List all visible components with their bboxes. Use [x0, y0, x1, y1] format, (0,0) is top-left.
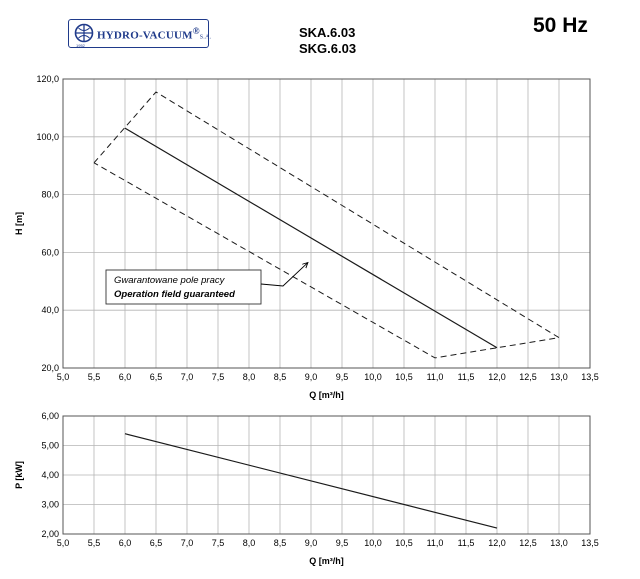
head-ytick-label: 20,0	[41, 363, 59, 373]
power-xtick-label: 13,5	[581, 538, 599, 548]
registered-mark: ®	[192, 26, 200, 36]
head-xaxis-label: Q [m³/h]	[309, 390, 344, 400]
head-xtick-label: 6,0	[119, 372, 132, 382]
head-xtick-label: 10,5	[395, 372, 413, 382]
head-ytick-label: 120,0	[36, 74, 59, 84]
head-ytick-label: 40,0	[41, 305, 59, 315]
head-xtick-label: 6,5	[150, 372, 163, 382]
annotation-text-en: Operation field guaranteed	[114, 289, 235, 300]
power-xtick-label: 8,0	[243, 538, 256, 548]
head-xtick-label: 7,5	[212, 372, 225, 382]
power-xtick-label: 6,5	[150, 538, 163, 548]
head-xtick-label: 8,5	[274, 372, 287, 382]
frequency-label: 50 Hz	[533, 14, 588, 37]
power-performance-curve	[124, 433, 498, 529]
power-xtick-label: 9,5	[336, 538, 349, 548]
hydro-vacuum-logo: HYDRO-VACUUM®S.A. 1952	[68, 19, 211, 48]
head-xtick-label: 12,5	[519, 372, 537, 382]
power-ytick-label: 2,00	[41, 529, 59, 539]
head-xtick-label: 7,0	[181, 372, 194, 382]
power-xtick-label: 5,0	[57, 538, 70, 548]
power-xaxis-label: Q [m³/h]	[309, 556, 344, 566]
head-xtick-label: 9,5	[336, 372, 349, 382]
power-xtick-label: 13,0	[550, 538, 568, 548]
power-ytick-label: 6,00	[41, 411, 59, 421]
logo-suffix: S.A.	[199, 34, 212, 41]
head-xtick-label: 11,5	[458, 372, 475, 382]
head-performance-curve	[124, 127, 498, 349]
head-ytick-label: 80,0	[41, 190, 59, 200]
head-operating-field-boundary	[93, 91, 561, 359]
head-flow-chart: 5,0 5,5 6,0 6,5 7,0 7,5 8,0 8,5 9,0 9,5 10,0 10,5 11…	[14, 74, 599, 400]
power-xtick-label: 6,0	[119, 538, 132, 548]
annotation-text-pl: Gwarantowane pole pracy	[114, 275, 226, 286]
power-xtick-label: 9,0	[305, 538, 318, 548]
head-xtick-label: 11,0	[427, 372, 444, 382]
head-plot-frame	[62, 78, 591, 369]
head-xtick-label: 8,0	[243, 372, 256, 382]
power-xtick-label: 10,0	[364, 538, 382, 548]
power-ytick-label: 4,00	[41, 470, 59, 480]
power-yaxis-label: P [kW]	[14, 461, 24, 489]
power-xtick-label: 11,0	[427, 538, 444, 548]
head-xtick-label: 9,0	[305, 372, 318, 382]
head-xtick-label: 13,0	[550, 372, 568, 382]
power-ytick-label: 5,00	[41, 441, 59, 451]
power-xtick-label: 7,5	[212, 538, 225, 548]
head-ytick-label: 60,0	[41, 247, 59, 257]
head-xtick-label: 13,5	[581, 372, 599, 382]
annotation-box	[105, 269, 262, 305]
head-xtick-label: 10,0	[364, 372, 382, 382]
power-xtick-label: 12,0	[488, 538, 506, 548]
power-xtick-label: 5,5	[88, 538, 101, 548]
logo-name: HYDRO-VACUUM	[97, 29, 193, 42]
head-xtick-label: 12,0	[488, 372, 506, 382]
power-xtick-label: 8,5	[274, 538, 287, 548]
company-emblem-icon	[74, 23, 94, 43]
power-xtick-label: 10,5	[395, 538, 413, 548]
head-xtick-label: 5,5	[88, 372, 101, 382]
logo-year: 1952	[76, 43, 85, 48]
head-xtick-label: 5,0	[57, 372, 70, 382]
power-flow-chart: 5,0 5,5 6,0 6,5 7,0 7,5 8,0 8,5 9,0 9,5 10,0 10,5 11…	[14, 411, 599, 566]
annotation-arrow	[260, 263, 308, 287]
power-ytick-label: 3,00	[41, 500, 59, 510]
model-name-1: SKA.6.03	[299, 25, 356, 40]
power-xtick-label: 11,5	[458, 538, 475, 548]
model-name-2: SKG.6.03	[299, 41, 357, 56]
head-yaxis-label: H [m]	[14, 212, 24, 235]
logo-wordmark: HYDRO-VACUUM®S.A.	[97, 26, 211, 42]
power-xtick-label: 12,5	[519, 538, 537, 548]
head-ytick-label: 100,0	[36, 132, 59, 142]
power-plot-frame	[62, 415, 591, 535]
power-xtick-label: 7,0	[181, 538, 194, 548]
